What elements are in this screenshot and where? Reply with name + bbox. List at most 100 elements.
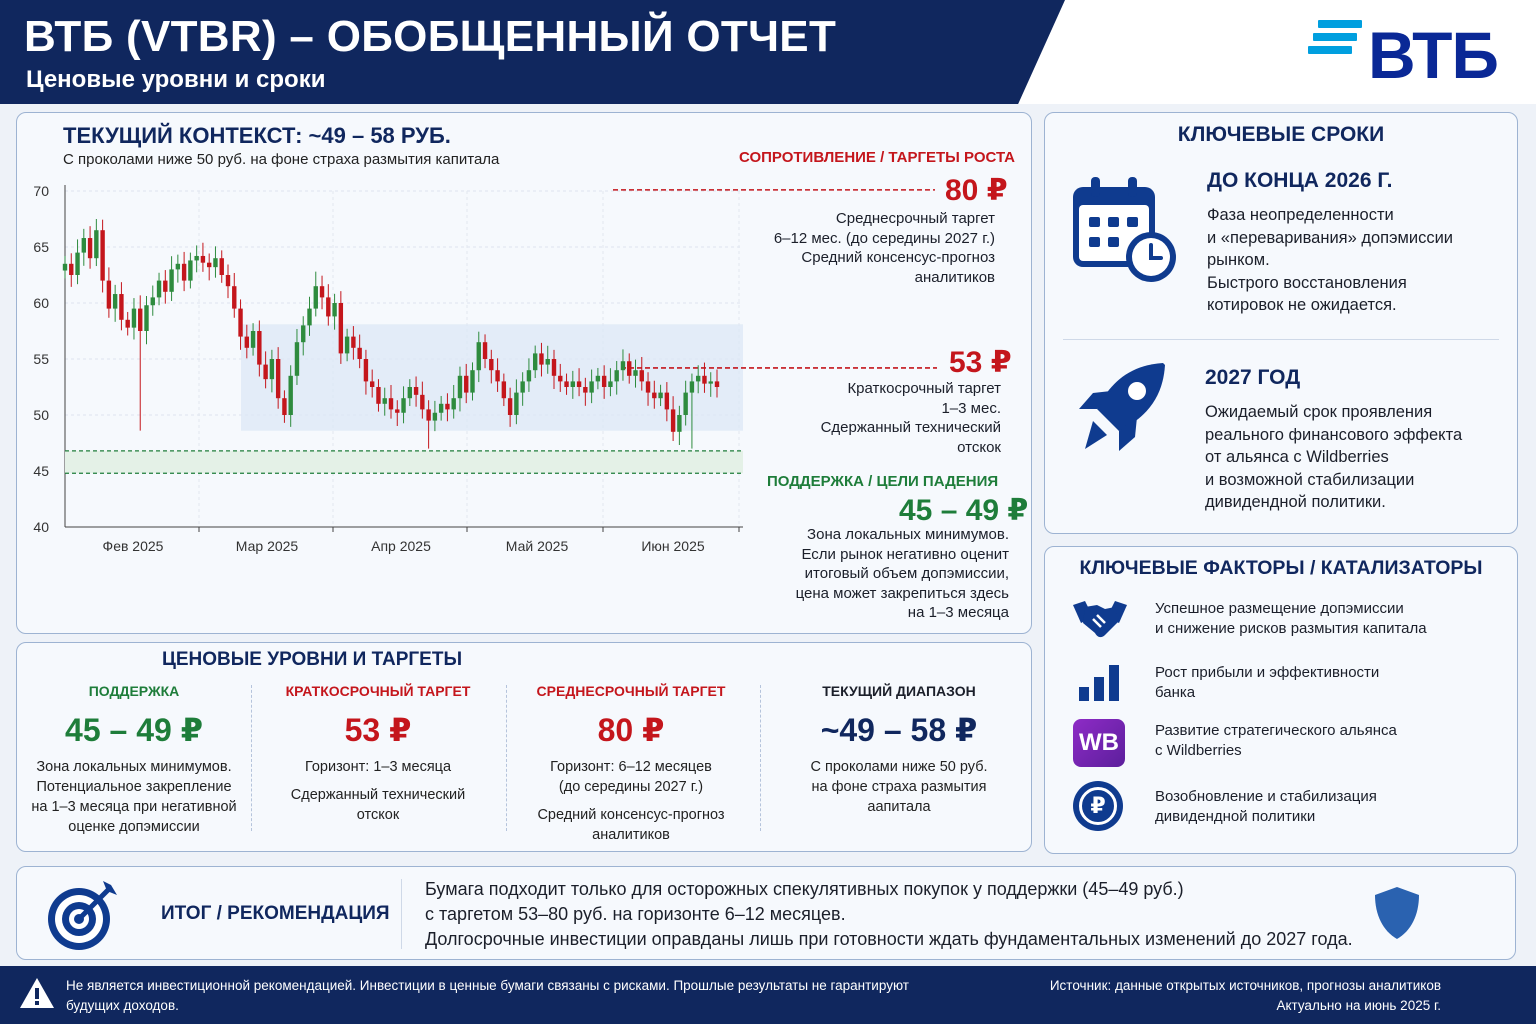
- candle-body: [482, 342, 488, 359]
- candle-body: [464, 375, 469, 393]
- candle-body: [489, 359, 494, 371]
- candle-body: [263, 364, 268, 380]
- candle-body: [282, 398, 287, 415]
- y-tick-label: 55: [33, 351, 49, 367]
- term1-heading: ДО КОНЦА 2026 Г.: [1207, 169, 1393, 192]
- term2-text: Ожидаемый срок проявления реального финан…: [1205, 403, 1463, 511]
- source-note: Источник: данные открытых источников, пр…: [1049, 978, 1441, 1013]
- y-tick-label: 65: [33, 239, 49, 255]
- candle-body: [708, 381, 713, 384]
- candle-body: [407, 387, 413, 399]
- candle-body: [376, 387, 381, 404]
- page-subtitle: Ценовые уровни и сроки: [26, 66, 326, 93]
- candle-body: [558, 375, 563, 382]
- candle-body: [470, 370, 475, 393]
- candle-body: [514, 392, 519, 415]
- candle-body: [608, 381, 613, 387]
- candle-body: [413, 387, 419, 395]
- logo-text: ВТБ: [1368, 18, 1499, 92]
- candle-body: [100, 230, 105, 281]
- candle-body: [645, 381, 651, 393]
- candle-body: [81, 238, 87, 253]
- x-tick-label: Июн 2025: [641, 538, 705, 554]
- candle-body: [288, 375, 293, 415]
- summary-text: Бумага подходит только для осторожных сп…: [425, 879, 1353, 949]
- candle-body: [326, 297, 331, 317]
- level-current-range: ТЕКУЩИЙ ДИАПАЗОН ~49 – 58 ₽ С проколами …: [810, 683, 988, 815]
- terms-divider: [1063, 339, 1499, 340]
- candle-body: [620, 361, 626, 371]
- candle-body: [551, 359, 557, 376]
- candle-body: [206, 262, 212, 268]
- candle-body: [539, 353, 544, 365]
- candle-body: [269, 359, 275, 380]
- x-tick-label: Апр 2025: [371, 538, 431, 554]
- context-card: ТЕКУЩИЙ КОНТЕКСТ: ~49 – 58 РУБ. С прокол…: [16, 112, 1032, 634]
- candle-body: [369, 381, 375, 387]
- candle-body: [683, 392, 688, 415]
- candle-body: [250, 331, 256, 348]
- candle-body: [601, 375, 607, 387]
- candle-body: [213, 258, 218, 268]
- factor-2: Рост прибыли и эффективности банка: [1155, 664, 1380, 701]
- candle-body: [75, 252, 80, 275]
- candle-body: [520, 381, 525, 393]
- y-tick-label: 60: [33, 295, 49, 311]
- calendar-clock-icon: [1073, 177, 1176, 282]
- candle-body: [426, 409, 431, 421]
- candle-body: [545, 359, 550, 365]
- candle-body: [633, 370, 638, 376]
- support-band: [65, 450, 743, 474]
- candle-body: [69, 263, 74, 275]
- candle-body: [62, 263, 68, 271]
- candle-body: [275, 359, 281, 399]
- x-tick-label: Фев 2025: [103, 538, 164, 554]
- candle-body: [238, 308, 243, 337]
- growth-bars-icon: [1079, 665, 1119, 701]
- candle-body: [388, 398, 394, 410]
- support-price: 45 – 49 ₽: [899, 494, 1029, 527]
- candle-body: [94, 230, 99, 259]
- shield-icon: [1375, 887, 1419, 939]
- term2-heading: 2027 ГОД: [1205, 366, 1301, 389]
- resistance-label: СОПРОТИВЛЕНИЕ / ТАРГЕТЫ РОСТА: [739, 149, 1015, 166]
- candle-body: [163, 280, 168, 292]
- factors-title: КЛЮЧЕВЫЕ ФАКТОРЫ / КАТАЛИЗАТОРЫ: [1079, 557, 1483, 579]
- candle-body: [614, 370, 619, 382]
- terms-card: КЛЮЧЕВЫЕ СРОКИ ДО КОНЦА 2026 Г. Фаза нео…: [1044, 112, 1518, 534]
- candle-body: [332, 303, 337, 317]
- candle-body: [200, 255, 206, 263]
- y-tick-label: 50: [33, 407, 49, 423]
- y-tick-label: 45: [33, 463, 49, 479]
- candle-body: [432, 412, 438, 421]
- candle-body: [395, 409, 400, 413]
- level-support: ПОДДЕРЖКА 45 – 49 ₽ Зона локальных миним…: [31, 683, 237, 835]
- wb-logo-icon: WB: [1073, 719, 1125, 767]
- mid-target-price: 80 ₽: [945, 174, 1008, 207]
- candle-body: [382, 398, 387, 404]
- y-tick-label: 70: [33, 183, 49, 199]
- candle-body: [351, 336, 356, 348]
- candle-body: [181, 263, 187, 281]
- levels-title: ЦЕНОВЫЕ УРОВНИ И ТАРГЕТЫ: [161, 649, 463, 670]
- context-subtitle: С проколами ниже 50 руб. на фоне страха …: [63, 151, 500, 168]
- candle-body: [526, 370, 532, 382]
- candle-body: [144, 305, 149, 331]
- support-label: ПОДДЕРЖКА / ЦЕЛИ ПАДЕНИЯ: [767, 473, 999, 490]
- candle-body: [438, 403, 444, 413]
- candle-body: [138, 308, 143, 331]
- candle-body: [313, 286, 318, 309]
- candle-body: [702, 375, 707, 384]
- candle-body: [244, 336, 250, 348]
- factor-1: Успешное размещение допэмиссии и снижение…: [1155, 600, 1427, 637]
- candle-body: [589, 381, 594, 393]
- candle-body: [507, 398, 513, 415]
- candle-body: [338, 303, 344, 354]
- candle-body: [307, 308, 312, 326]
- context-title: ТЕКУЩИЙ КОНТЕКСТ: ~49 – 58 РУБ.: [63, 123, 451, 148]
- consolidation-band: [241, 324, 743, 431]
- candle-body: [583, 387, 588, 393]
- candle-body: [131, 308, 137, 328]
- target-icon: [48, 881, 117, 950]
- summary-label: ИТОГ / РЕКОМЕНДАЦИЯ: [161, 903, 390, 924]
